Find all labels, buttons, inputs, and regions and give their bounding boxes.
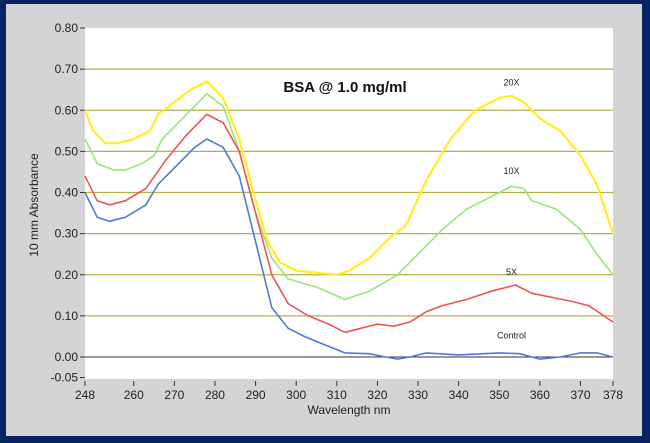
x-axis-label: Wavelength nm: [308, 403, 391, 417]
series-labels: 20X 10X 5X Control: [497, 78, 526, 341]
y-tick-label: -0.05: [51, 371, 79, 385]
x-tick-label: 270: [164, 388, 184, 402]
x-tick-label: 320: [367, 388, 387, 402]
y-tick-label: 0.20: [55, 268, 79, 282]
gridlines: [85, 68, 613, 358]
y-tick-label: 0.80: [55, 21, 79, 35]
x-axis: 248 260 270 280 290 300 310 320 330 340 350 360 370 3…: [75, 381, 623, 402]
series-label-5x: 5X: [506, 267, 517, 277]
x-tick-label: 378: [603, 388, 623, 402]
series-label-10x: 10X: [503, 166, 519, 176]
y-tick-label: 0.10: [55, 309, 79, 323]
y-tick-label: 0.30: [55, 227, 79, 241]
series-line-20x: [83, 80, 615, 276]
x-tick-label: 340: [449, 388, 469, 402]
y-tick-label: 0.40: [55, 186, 79, 200]
x-tick-label: 280: [205, 388, 225, 402]
y-tick-label: 0.00: [55, 350, 79, 364]
x-tick-label: 248: [75, 388, 95, 402]
y-tick-label: 0.60: [55, 103, 79, 117]
series-line-10x: [84, 93, 614, 301]
series-label-control: Control: [497, 330, 526, 340]
x-tick-label: 350: [489, 388, 509, 402]
x-tick-label: 260: [124, 388, 144, 402]
series-line-control: [84, 138, 614, 360]
series-lines: [83, 80, 615, 360]
series-label-20x: 20X: [503, 78, 519, 88]
y-tick-label: 0.50: [55, 144, 79, 158]
x-tick-label: 300: [286, 388, 306, 402]
y-tick-label: 0.70: [55, 62, 79, 76]
series-line-5x: [84, 113, 614, 334]
x-tick-label: 290: [246, 388, 266, 402]
x-tick-label: 330: [408, 388, 428, 402]
x-tick-label: 360: [530, 388, 550, 402]
y-axis-label: 10 mm Absorbance: [27, 153, 41, 257]
chart-title: BSA @ 1.0 mg/ml: [283, 79, 406, 96]
x-tick-label: 310: [327, 388, 347, 402]
x-tick-label: 370: [570, 388, 590, 402]
y-axis: 0.80 0.70 0.60 0.50 0.40 0.30 0.20 0.10 0.00 -0.0…: [51, 21, 85, 385]
plot-area: [85, 28, 613, 379]
